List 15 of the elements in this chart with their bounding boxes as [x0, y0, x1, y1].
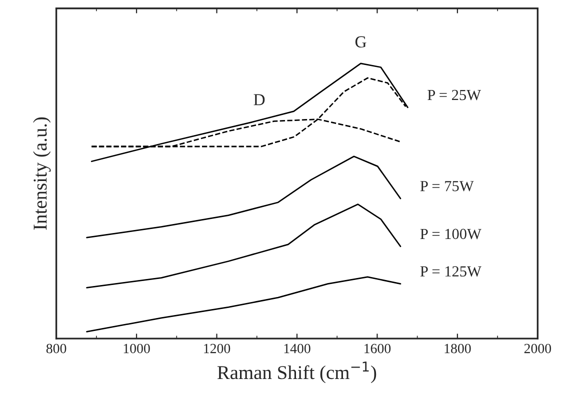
series-label: P = 75W [420, 181, 474, 192]
annotation: D [254, 94, 265, 106]
x-axis-title: Raman Shift (cm$^{−1}$) [217, 362, 376, 384]
series-label: P = 125W [420, 266, 482, 277]
x-tick-label: 2000 [524, 344, 552, 354]
y-axis-title: Intensity (a.u.) [33, 117, 51, 230]
x-tick-label: 1800 [444, 344, 471, 354]
x-tick-label: 800 [46, 344, 66, 354]
x-tick-label: 1200 [204, 344, 230, 354]
series-label: P = 25W [428, 90, 481, 100]
x-tick-label: 1400 [284, 344, 310, 354]
x-tick-label: 1000 [124, 344, 150, 354]
annotation: G [355, 36, 366, 48]
series-label: P = 100W [420, 228, 482, 240]
x-tick-label: 1600 [364, 344, 391, 354]
